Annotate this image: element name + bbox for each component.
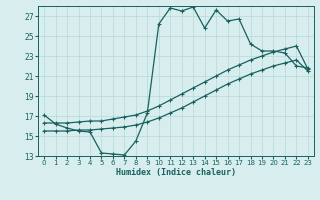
X-axis label: Humidex (Indice chaleur): Humidex (Indice chaleur) bbox=[116, 168, 236, 177]
